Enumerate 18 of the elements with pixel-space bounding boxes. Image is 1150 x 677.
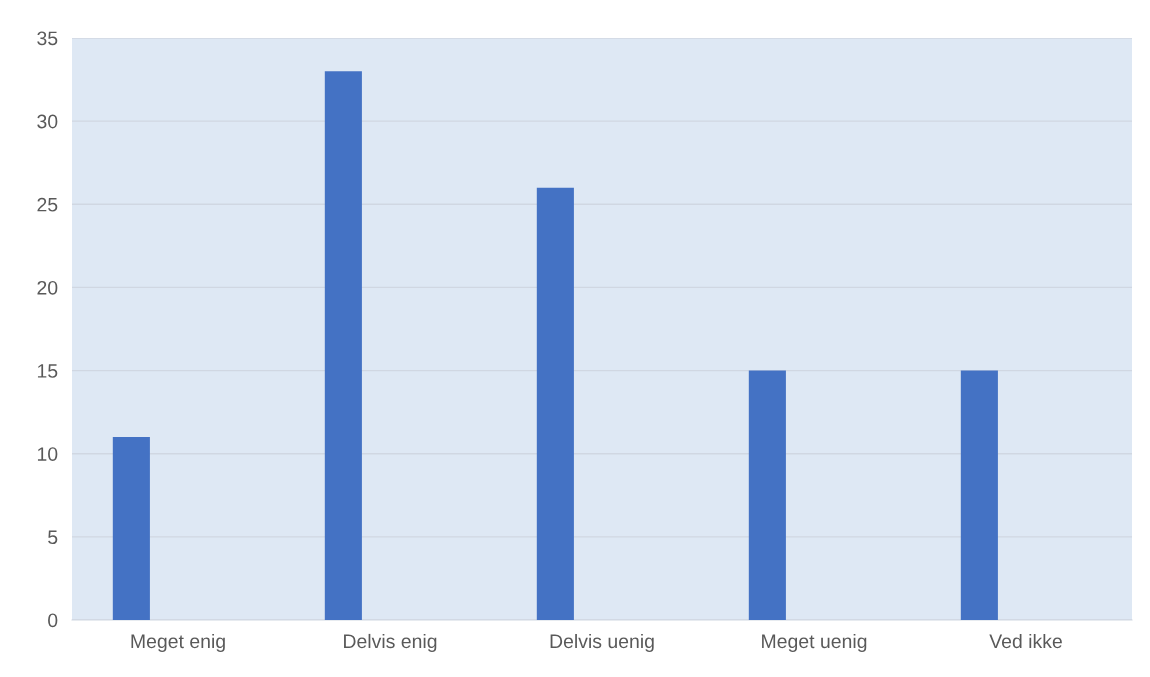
- y-tick-label: 25: [37, 197, 58, 212]
- x-tick-label: Delvis enig: [344, 633, 437, 653]
- bar: [112, 437, 150, 620]
- y-tick-label: 20: [37, 280, 58, 295]
- bar: [748, 370, 786, 620]
- y-tick-label: 0: [48, 613, 58, 628]
- y-tick-label: 10: [37, 447, 58, 461]
- bar: [324, 71, 362, 620]
- y-tick-label: 30: [37, 114, 58, 129]
- x-tick-label: Delvis uenig: [550, 633, 654, 653]
- y-tick-label: 15: [37, 364, 58, 378]
- x-tick-label: Meget enig: [131, 633, 225, 653]
- x-tick-label: Meget uenig: [762, 633, 867, 653]
- x-tick-label: Ved ikke: [989, 633, 1062, 649]
- y-tick-label: 5: [48, 530, 58, 545]
- y-tick-label: 35: [37, 31, 58, 46]
- bar: [960, 370, 998, 620]
- bar: [536, 187, 574, 620]
